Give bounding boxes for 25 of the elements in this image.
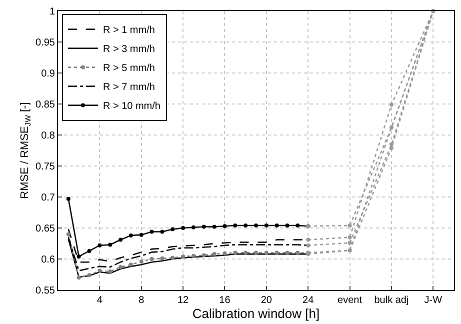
legend-label: R > 3 mm/h	[102, 44, 155, 56]
legend-label: R > 1 mm/h	[102, 25, 155, 36]
y-tick-label: 0.7	[41, 192, 56, 204]
x-tick-label: 24	[302, 295, 314, 306]
x-tick-label: 4	[96, 295, 103, 306]
x-tick-label: J-W	[424, 295, 443, 306]
legend-label: R > 5 mm/h	[102, 63, 155, 74]
y-tick-label: 0.9	[41, 68, 56, 80]
x-tick-label: 20	[260, 295, 272, 306]
y-tick-label: 0.95	[36, 38, 56, 48]
x-tick-label: bulk adj	[374, 295, 409, 306]
y-tick-label: 0.55	[36, 286, 56, 296]
x-axis-title: Calibration window [h]	[192, 306, 320, 321]
x-tick-label: 8	[138, 295, 145, 306]
legend-label: R > 7 mm/h	[102, 82, 155, 94]
x-tick-label: 12	[177, 295, 190, 306]
legend-label: R > 10 mm/h	[102, 101, 160, 112]
x-tick-label: 16	[219, 295, 231, 306]
y-tick-label: 0.85	[36, 100, 56, 110]
y-tick-label: 0.75	[36, 162, 56, 172]
y-tick-label: 0.8	[41, 130, 56, 142]
y-tick-label: 1	[49, 6, 56, 18]
y-tick-label: 0.6	[41, 254, 56, 266]
y-tick-label: 0.65	[36, 224, 56, 234]
x-tick-label: event	[338, 295, 362, 306]
